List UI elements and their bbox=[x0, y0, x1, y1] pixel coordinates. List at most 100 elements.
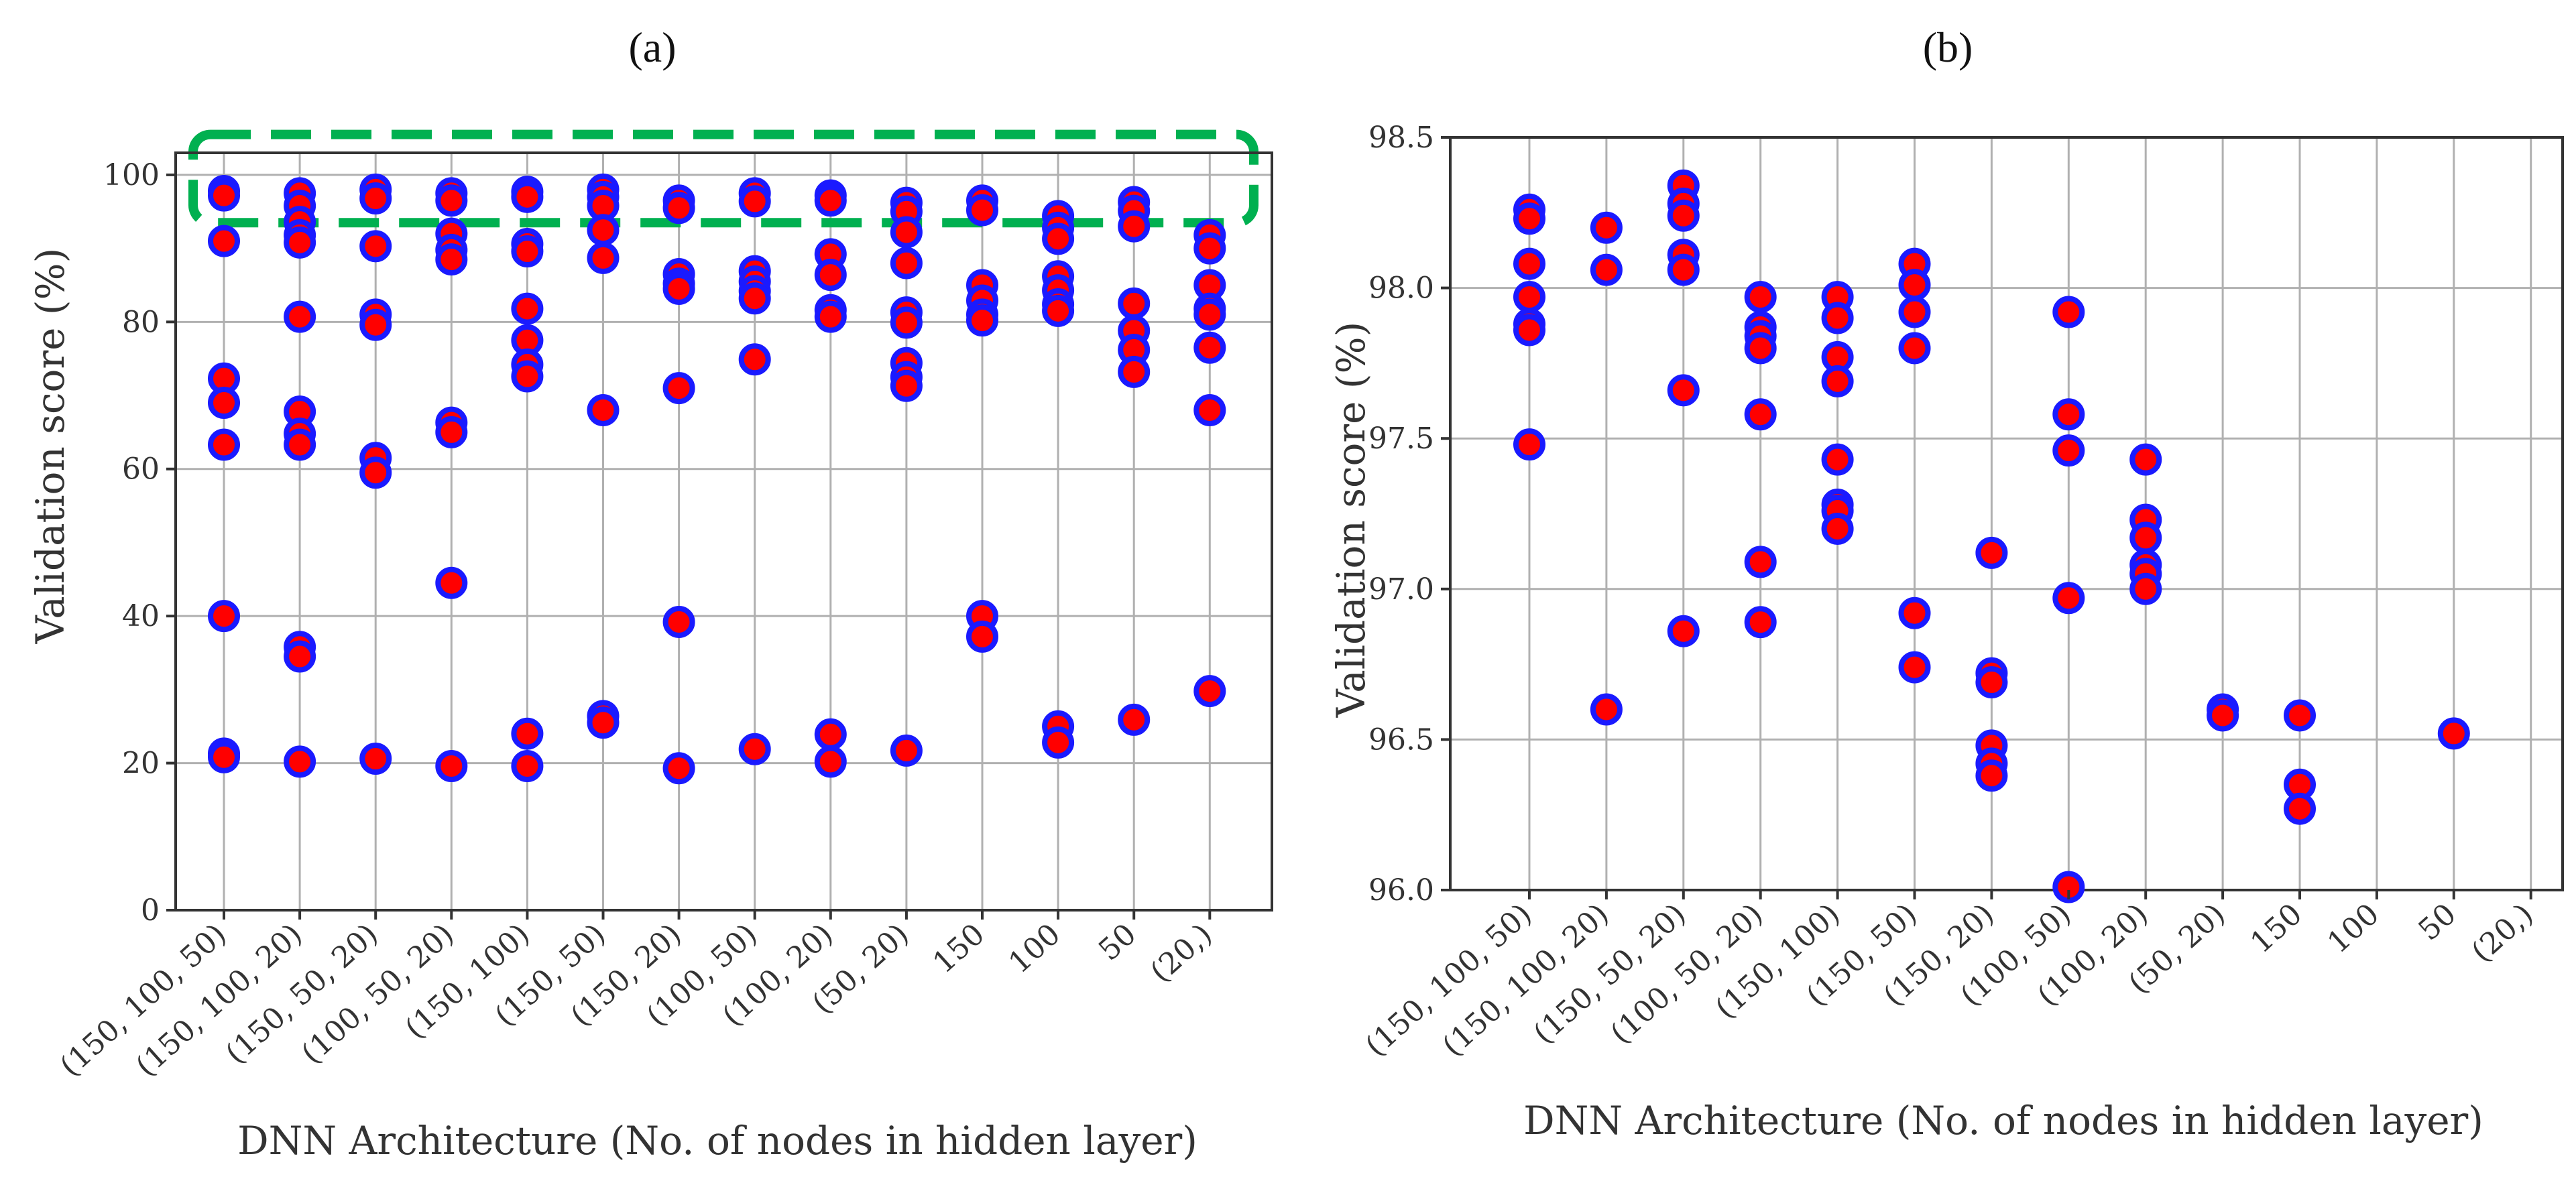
y-tick-label: 96.5 bbox=[1368, 723, 1434, 757]
data-point bbox=[890, 369, 923, 402]
data-point bbox=[587, 241, 620, 274]
data-point bbox=[511, 292, 544, 325]
data-point bbox=[1118, 355, 1151, 388]
data-point bbox=[435, 749, 468, 782]
panel-b-y-ticks: 96.0 96.5 97.0 97.5 98.0 98.5 bbox=[1368, 121, 1450, 907]
panel-b-label: (b) bbox=[1923, 23, 1973, 71]
data-point bbox=[359, 182, 392, 215]
y-tick-label: 98.0 bbox=[1368, 271, 1434, 306]
data-point bbox=[208, 179, 240, 212]
data-point bbox=[208, 387, 240, 420]
data-point bbox=[1193, 393, 1226, 426]
data-point bbox=[662, 272, 695, 305]
data-point bbox=[1898, 596, 1931, 629]
data-point bbox=[1193, 298, 1226, 331]
data-point bbox=[511, 749, 544, 782]
data-point bbox=[814, 718, 847, 751]
panel-a-y-ticks: 0 20 40 60 80 100 bbox=[103, 158, 176, 928]
panel-a-plot-frame bbox=[174, 151, 1273, 912]
data-point bbox=[511, 360, 544, 393]
data-point bbox=[738, 282, 771, 315]
data-point bbox=[1898, 296, 1931, 328]
data-point bbox=[208, 600, 240, 633]
data-point bbox=[1513, 281, 1545, 314]
data-point bbox=[359, 743, 392, 775]
data-point bbox=[435, 184, 468, 217]
highlight-box bbox=[188, 129, 1258, 228]
data-point bbox=[208, 428, 240, 461]
data-point bbox=[890, 247, 923, 279]
panel-a-highlight-box bbox=[188, 129, 1258, 228]
data-point bbox=[1975, 759, 2008, 792]
data-point bbox=[1118, 287, 1151, 320]
data-point bbox=[284, 428, 316, 461]
data-point bbox=[511, 180, 544, 213]
data-point bbox=[1590, 693, 1623, 726]
panel-a-label: (a) bbox=[628, 23, 676, 71]
data-point bbox=[2052, 871, 2085, 903]
data-point bbox=[2129, 443, 2162, 476]
data-point bbox=[738, 733, 771, 765]
data-point bbox=[435, 566, 468, 599]
data-point bbox=[814, 745, 847, 778]
data-point bbox=[738, 343, 771, 376]
data-point bbox=[1667, 374, 1700, 407]
data-point bbox=[587, 706, 620, 739]
data-point bbox=[208, 741, 240, 773]
data-point bbox=[1667, 615, 1700, 647]
data-point bbox=[1193, 675, 1226, 708]
panel-a-y-axis-title: Validation score (%) bbox=[27, 248, 73, 645]
data-point bbox=[1898, 651, 1931, 684]
y-tick-label: 0 bbox=[141, 893, 160, 928]
data-point bbox=[1513, 428, 1545, 461]
data-point bbox=[2129, 521, 2162, 554]
data-point bbox=[2052, 434, 2085, 467]
panel-b-x-axis-title: DNN Architecture (No. of nodes in hidden… bbox=[1523, 1098, 2483, 1143]
data-point bbox=[511, 717, 544, 750]
data-point bbox=[359, 308, 392, 341]
data-point bbox=[435, 416, 468, 448]
data-point bbox=[1821, 365, 1854, 397]
data-point bbox=[1590, 211, 1623, 244]
y-tick-label: 40 bbox=[122, 599, 160, 633]
data-point bbox=[1513, 202, 1545, 235]
data-point bbox=[1744, 332, 1777, 365]
data-point bbox=[1898, 269, 1931, 302]
data-point bbox=[1744, 546, 1777, 578]
panel-a-points bbox=[208, 173, 1226, 785]
y-tick-label: 100 bbox=[103, 158, 160, 192]
data-point bbox=[890, 734, 923, 767]
y-tick-label: 97.5 bbox=[1368, 422, 1434, 456]
data-point bbox=[814, 300, 847, 333]
data-point bbox=[1975, 666, 2008, 699]
data-point bbox=[435, 243, 468, 276]
data-point bbox=[738, 185, 771, 218]
data-point bbox=[2284, 792, 2316, 825]
data-point bbox=[1667, 199, 1700, 232]
y-tick-label: 80 bbox=[122, 305, 160, 339]
data-point bbox=[2207, 699, 2239, 732]
data-point bbox=[890, 306, 923, 339]
data-point bbox=[208, 225, 240, 257]
data-point bbox=[2052, 582, 2085, 615]
data-point bbox=[966, 620, 998, 653]
data-point bbox=[662, 752, 695, 785]
y-tick-label: 96.0 bbox=[1368, 873, 1434, 907]
data-point bbox=[1590, 253, 1623, 286]
data-point bbox=[1898, 332, 1931, 365]
data-point bbox=[1118, 703, 1151, 736]
data-point bbox=[966, 304, 998, 337]
data-point bbox=[587, 214, 620, 247]
data-point bbox=[2437, 717, 2470, 750]
data-point bbox=[1975, 536, 2008, 569]
data-point bbox=[1193, 232, 1226, 265]
data-point bbox=[1118, 210, 1151, 243]
data-point bbox=[2052, 296, 2085, 328]
data-point bbox=[359, 230, 392, 263]
data-point bbox=[1821, 302, 1854, 334]
data-point bbox=[1667, 253, 1700, 286]
panel-b-y-axis-title: Validation score (%) bbox=[1328, 322, 1374, 718]
y-tick-label: 97.0 bbox=[1368, 572, 1434, 607]
data-point bbox=[814, 184, 847, 217]
